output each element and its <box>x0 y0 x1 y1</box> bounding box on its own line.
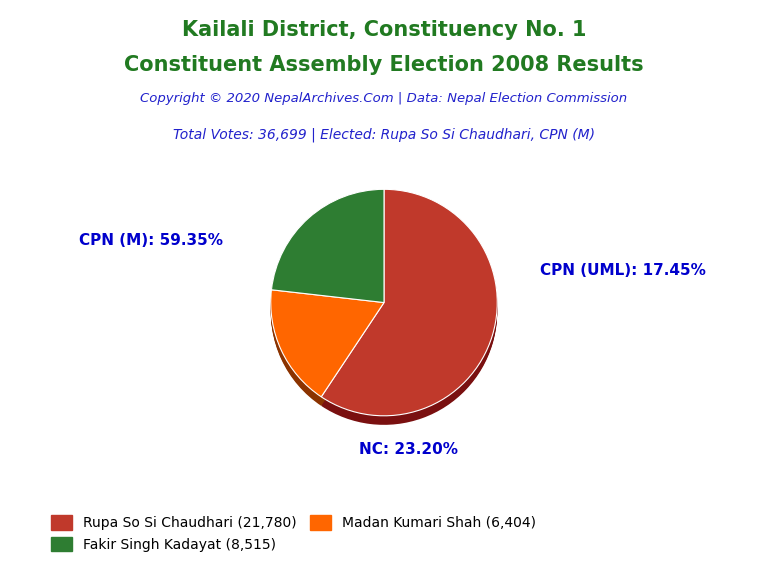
Text: Kailali District, Constituency No. 1: Kailali District, Constituency No. 1 <box>182 20 586 40</box>
Wedge shape <box>271 195 384 308</box>
Text: Copyright © 2020 NepalArchives.Com | Data: Nepal Election Commission: Copyright © 2020 NepalArchives.Com | Dat… <box>141 92 627 105</box>
Wedge shape <box>271 190 384 304</box>
Wedge shape <box>321 190 497 416</box>
Wedge shape <box>271 192 384 305</box>
Wedge shape <box>271 198 384 312</box>
Wedge shape <box>321 194 497 420</box>
Wedge shape <box>271 293 384 400</box>
Wedge shape <box>321 196 497 422</box>
Wedge shape <box>271 196 384 310</box>
Text: Total Votes: 36,699 | Elected: Rupa So Si Chaudhari, CPN (M): Total Votes: 36,699 | Elected: Rupa So S… <box>173 128 595 142</box>
Wedge shape <box>271 298 384 405</box>
Wedge shape <box>271 190 384 302</box>
Wedge shape <box>271 196 384 309</box>
Wedge shape <box>321 195 497 421</box>
Wedge shape <box>271 291 384 397</box>
Wedge shape <box>321 198 497 425</box>
Wedge shape <box>321 192 497 419</box>
Wedge shape <box>271 295 384 402</box>
Text: CPN (UML): 17.45%: CPN (UML): 17.45% <box>540 263 706 278</box>
Legend: Rupa So Si Chaudhari (21,780), Fakir Singh Kadayat (8,515), Madan Kumari Shah (6: Rupa So Si Chaudhari (21,780), Fakir Sin… <box>45 510 542 558</box>
Wedge shape <box>321 190 497 416</box>
Wedge shape <box>271 293 384 400</box>
Wedge shape <box>321 198 497 424</box>
Wedge shape <box>271 299 384 406</box>
Wedge shape <box>271 198 384 310</box>
Wedge shape <box>271 193 384 306</box>
Wedge shape <box>321 193 497 419</box>
Text: CPN (M): 59.35%: CPN (M): 59.35% <box>79 233 223 248</box>
Wedge shape <box>271 291 384 399</box>
Text: NC: 23.20%: NC: 23.20% <box>359 442 458 457</box>
Wedge shape <box>321 191 497 418</box>
Wedge shape <box>321 196 497 423</box>
Wedge shape <box>271 294 384 401</box>
Wedge shape <box>271 297 384 404</box>
Wedge shape <box>271 191 384 304</box>
Text: Constituent Assembly Election 2008 Results: Constituent Assembly Election 2008 Resul… <box>124 55 644 75</box>
Wedge shape <box>271 296 384 403</box>
Wedge shape <box>271 290 384 397</box>
Wedge shape <box>271 194 384 307</box>
